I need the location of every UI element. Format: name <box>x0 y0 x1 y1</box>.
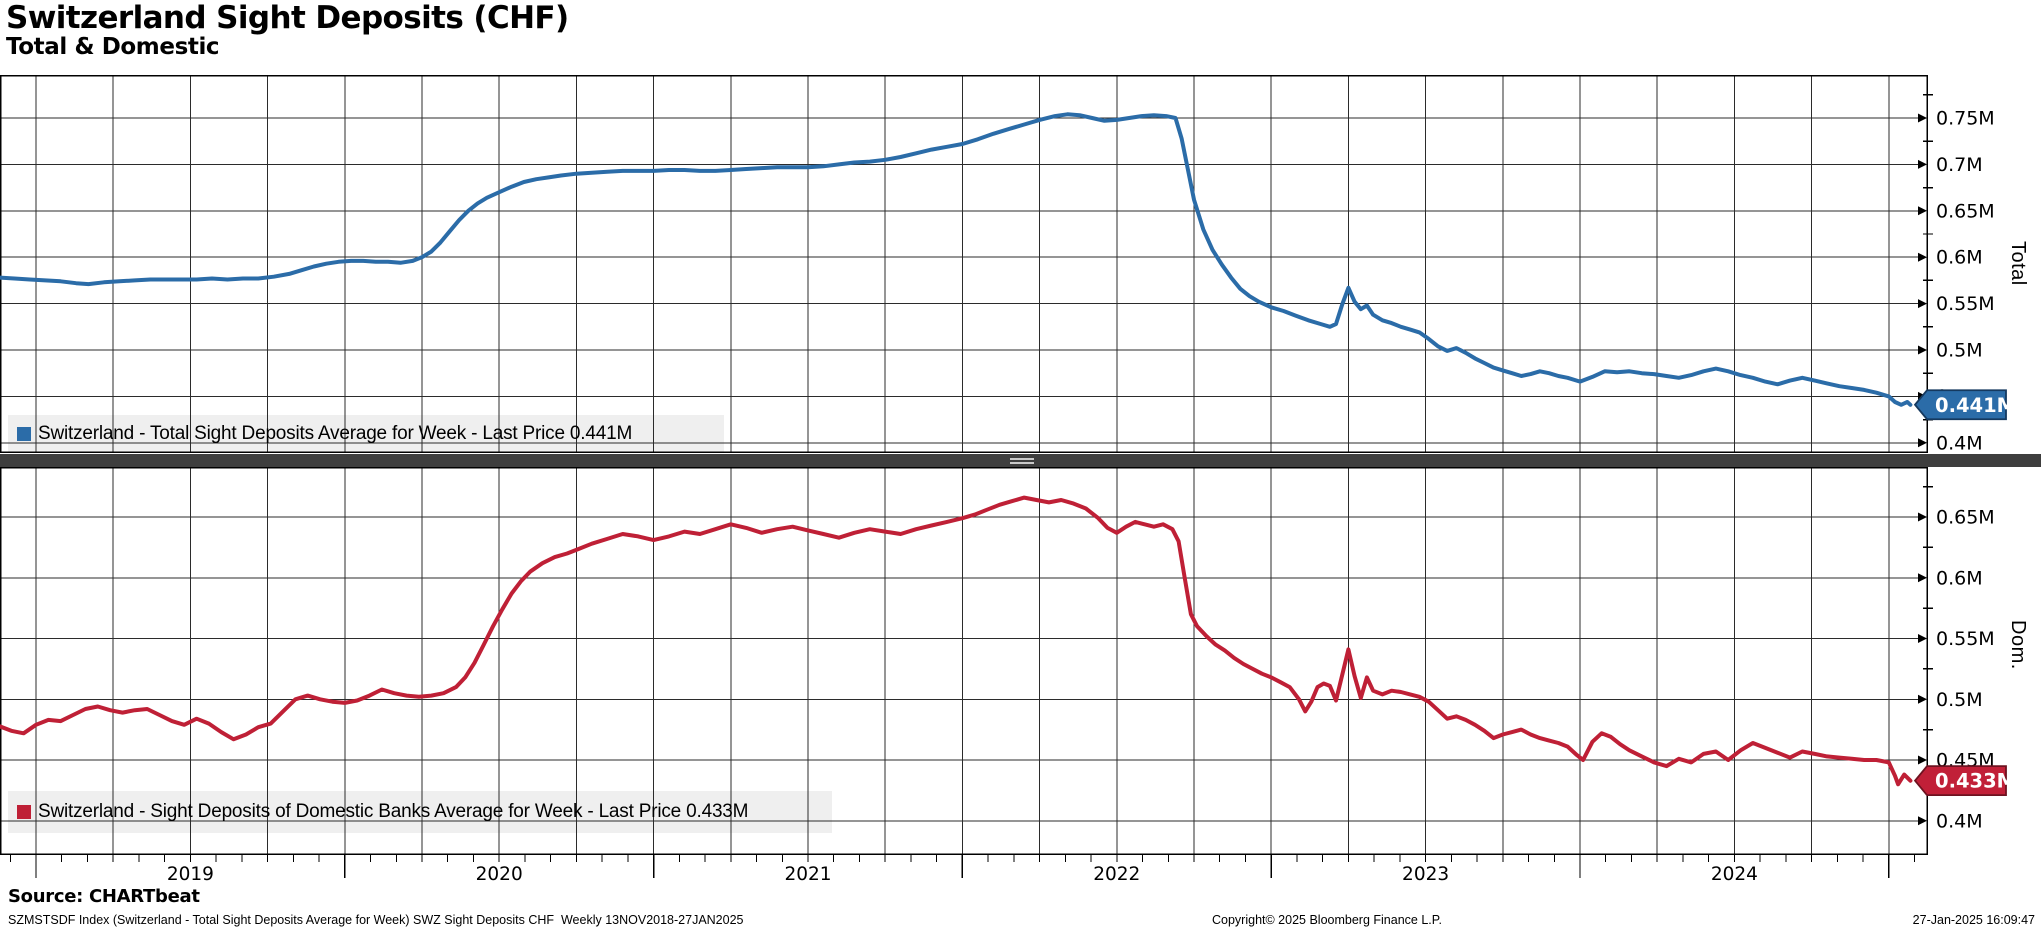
x-axis-year-label: 2024 <box>1711 864 1758 885</box>
domestic-panel-frame <box>0 467 1928 855</box>
source-note: Source: CHARTbeat <box>8 886 200 907</box>
x-axis-year-label: 2022 <box>1093 864 1140 885</box>
y-tick-label: 0.6M <box>1936 567 1983 589</box>
page-subtitle: Total & Domestic <box>6 34 220 60</box>
gridline-arrow-icon <box>1918 113 1927 123</box>
splitter-grip-icon <box>1010 458 1034 460</box>
y-tick-label: 0.6M <box>1936 247 1983 269</box>
gridline-arrow-icon <box>1918 299 1927 309</box>
gridline-arrow-icon <box>1918 573 1927 583</box>
x-axis-year-label: 2020 <box>476 864 523 885</box>
page-title: Switzerland Sight Deposits (CHF) <box>6 0 569 36</box>
gridline-arrow-icon <box>1918 694 1927 704</box>
copyright-note: Copyright© 2025 Bloomberg Finance L.P. <box>1212 913 1442 927</box>
domestic-series-marker-icon <box>17 805 31 819</box>
y-tick-label: 0.4M <box>1936 810 1983 832</box>
legend-item-total[interactable]: Switzerland - Total Sight Deposits Avera… <box>8 415 724 453</box>
y-axis-title-domestic: Dom. <box>2007 620 2029 670</box>
domestic-legend-background <box>8 791 832 833</box>
gridline-arrow-icon <box>1918 438 1927 448</box>
y-tick-label: 0.5M <box>1936 689 1983 711</box>
render-timestamp: 27-Jan-2025 16:09:47 <box>1912 913 2035 927</box>
gridline-arrow-icon <box>1918 159 1927 169</box>
y-tick-label: 0.7M <box>1936 154 1983 176</box>
total-last-price-badge <box>1913 389 2007 421</box>
gridline-arrow-icon <box>1918 345 1927 355</box>
total-last-price-label: 0.441M <box>1935 394 2016 417</box>
panel-splitter-handle[interactable] <box>0 454 2041 467</box>
total-series-marker-icon <box>17 427 31 441</box>
y-tick-label: 0.5M <box>1936 340 1983 362</box>
gridline-arrow-icon <box>1918 634 1927 643</box>
domestic-last-price-badge <box>1913 765 2007 797</box>
total-legend-background <box>8 415 724 453</box>
legend-item-domestic[interactable]: Switzerland - Sight Deposits of Domestic… <box>8 791 832 833</box>
total-panel-chart[interactable]: 0.4M0.45M0.5M0.55M0.6M0.65M0.7M0.75M0.44… <box>0 75 2041 453</box>
gridline-arrow-icon <box>1918 206 1927 216</box>
gridline-arrow-icon <box>1918 252 1927 262</box>
y-tick-label: 0.65M <box>1936 507 1995 529</box>
x-axis-year-label: 2023 <box>1402 864 1449 885</box>
domestic-series-line <box>0 495 1913 787</box>
total-panel-frame <box>0 75 1928 453</box>
splitter-grip-icon <box>1010 462 1034 464</box>
gridline-arrow-icon <box>1918 816 1927 826</box>
y-axis-title-total: Total <box>2007 241 2029 286</box>
legend-label-total: Switzerland - Total Sight Deposits Avera… <box>38 423 633 444</box>
x-axis-year-label: 2019 <box>167 864 214 885</box>
gridline-arrow-icon <box>1918 755 1927 765</box>
y-tick-label: 0.4M <box>1936 432 1983 453</box>
domestic-last-price-label: 0.433M <box>1935 770 2016 793</box>
x-axis-year-label: 2021 <box>784 864 831 885</box>
total-series-line <box>0 112 1913 407</box>
y-tick-label: 0.55M <box>1936 293 1995 315</box>
gridline-arrow-icon <box>1918 512 1927 522</box>
legend-label-domestic: Switzerland - Sight Deposits of Domestic… <box>38 801 749 822</box>
y-tick-label: 0.55M <box>1936 628 1995 650</box>
y-tick-label: 0.65M <box>1936 200 1995 222</box>
time-axis: 2019 2020 2021 2022 2023 2024 <box>9 855 1916 885</box>
ticker-description: SZMSTSDF Index (Switzerland - Total Sigh… <box>8 913 744 927</box>
y-tick-label: 0.75M <box>1936 108 1995 130</box>
